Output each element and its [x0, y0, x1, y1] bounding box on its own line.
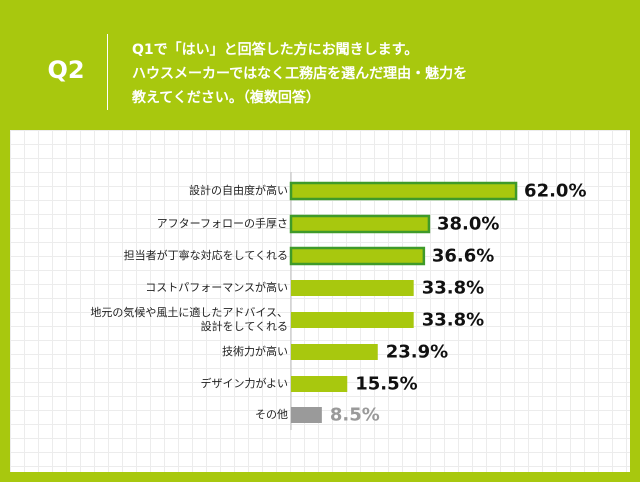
bar — [289, 246, 426, 266]
bar — [291, 280, 414, 296]
bar — [291, 407, 322, 423]
category-label: デザイン力がよい — [200, 377, 288, 390]
value-label: 36.6% — [431, 245, 495, 267]
bar — [289, 181, 518, 201]
bar — [291, 376, 348, 392]
bar — [291, 312, 414, 328]
category-label: 技術力が高い — [222, 345, 288, 358]
value-label: 8.5% — [329, 404, 380, 426]
category-label: 地元の気候や風土に適したアドバイス、 設計をしてくれる — [90, 306, 288, 333]
question-text: Q1で「はい」と回答した方にお聞きします。ハウスメーカーではなく工務店を選んだ理… — [132, 38, 467, 110]
divider — [107, 34, 108, 110]
value-label: 38.0% — [436, 213, 500, 235]
value-label: 33.8% — [421, 309, 485, 331]
bar — [291, 344, 378, 360]
bar — [289, 214, 431, 234]
category-label: 設計の自由度が高い — [189, 184, 288, 197]
value-label: 62.0% — [524, 180, 587, 202]
category-label: 担当者が丁寧な対応をしてくれる — [123, 249, 288, 262]
category-label: アフターフォローの手厚さ — [156, 217, 288, 230]
category-label: その他 — [255, 408, 288, 421]
value-label: 15.5% — [355, 373, 418, 395]
value-label: 23.9% — [385, 341, 449, 363]
question-line: 教えてください。（複数回答） — [132, 90, 320, 106]
category-label: コストパフォーマンスが高い — [145, 281, 288, 294]
question-line: Q1で「はい」と回答した方にお聞きします。 — [132, 42, 419, 58]
question-label: Q2 — [47, 56, 85, 84]
question-line: ハウスメーカーではなく工務店を選んだ理由・魅力を — [132, 66, 468, 82]
value-label: 33.8% — [421, 277, 485, 299]
